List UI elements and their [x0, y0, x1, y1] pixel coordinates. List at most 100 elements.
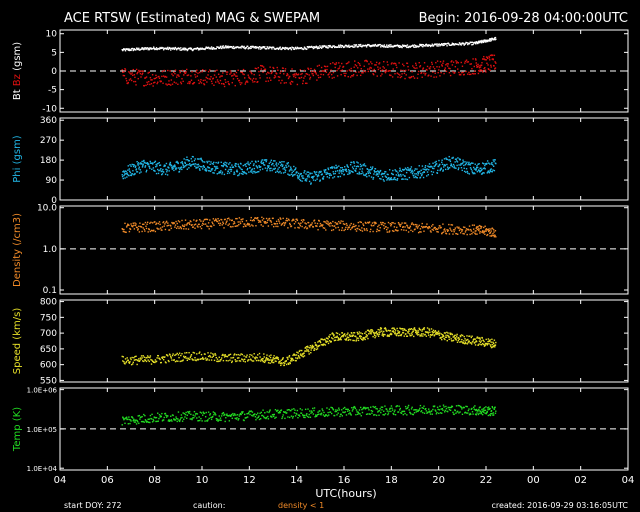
data-point-speed [241, 353, 244, 356]
data-point-speed [318, 344, 321, 347]
data-point-density [368, 221, 371, 223]
data-point-temp [186, 417, 188, 419]
data-point-bz [225, 71, 228, 73]
data-point-temp [326, 415, 329, 417]
data-point-density [451, 230, 453, 232]
data-point-temp [187, 411, 190, 413]
data-point-temp [487, 409, 489, 411]
data-point-speed [340, 337, 342, 339]
data-point-bt [183, 48, 185, 51]
data-point-temp [422, 411, 424, 414]
data-point-bz [223, 85, 226, 88]
data-point-bz [169, 70, 171, 72]
data-point-bz [241, 82, 243, 84]
data-point-temp [171, 420, 173, 422]
data-point-bz [351, 74, 353, 77]
data-point-phi [135, 169, 137, 171]
data-point-temp [175, 416, 177, 418]
data-point-temp [397, 411, 400, 413]
data-point-temp [464, 411, 467, 414]
data-point-phi [241, 170, 244, 173]
data-point-bz [478, 70, 480, 72]
data-point-bt [354, 46, 356, 48]
data-point-phi [327, 168, 330, 171]
data-point-bz [164, 75, 167, 78]
data-point-temp [367, 413, 369, 415]
data-point-speed [432, 329, 435, 332]
data-point-density [391, 222, 393, 224]
data-point-density [483, 230, 486, 232]
data-point-temp [314, 416, 316, 418]
ylabel-phi: Phi (gsm) [12, 135, 23, 183]
data-point-phi [269, 169, 271, 172]
data-point-bz [374, 64, 376, 66]
data-point-bt [226, 45, 228, 48]
data-point-phi [145, 171, 147, 173]
start-doy: start DOY: 272 [64, 501, 122, 510]
data-point-phi [324, 171, 326, 174]
data-point-density [198, 223, 200, 226]
data-point-density [291, 220, 293, 222]
data-point-phi [399, 167, 401, 170]
data-point-temp [184, 413, 187, 416]
data-point-bz [326, 68, 328, 71]
data-point-density [294, 227, 296, 229]
data-point-bz [135, 84, 137, 86]
data-point-phi [126, 173, 129, 176]
data-point-speed [348, 338, 350, 341]
data-point-temp [236, 417, 238, 419]
data-point-density [351, 226, 354, 229]
data-point-bz [270, 72, 273, 75]
data-point-bz [430, 61, 433, 64]
data-point-phi [358, 171, 360, 173]
data-point-density [476, 228, 479, 231]
data-point-bz [461, 72, 463, 74]
data-point-phi [298, 175, 301, 177]
data-point-temp [151, 421, 154, 423]
data-point-temp [484, 412, 486, 414]
data-point-phi [444, 165, 446, 167]
data-point-temp [184, 416, 186, 418]
data-point-speed [271, 360, 273, 363]
data-point-phi [327, 167, 329, 169]
data-point-speed [448, 336, 451, 338]
data-point-density [334, 221, 336, 224]
data-point-speed [321, 338, 323, 341]
data-point-phi [280, 163, 283, 165]
data-point-bt [143, 48, 146, 50]
data-point-phi [185, 164, 188, 166]
data-point-phi [300, 173, 303, 175]
data-point-density [207, 225, 209, 228]
data-point-bz [345, 72, 347, 75]
data-point-speed [170, 357, 173, 359]
ytick-label-mag: 0 [51, 67, 57, 77]
data-point-density [123, 231, 126, 233]
data-point-bz [243, 73, 245, 76]
data-point-speed [274, 360, 276, 362]
data-point-density [494, 235, 496, 237]
data-point-temp [352, 407, 355, 409]
data-point-bz [475, 59, 477, 61]
data-point-phi [456, 161, 459, 163]
data-point-phi [184, 162, 187, 164]
data-point-temp [125, 417, 127, 420]
data-point-phi [416, 171, 419, 173]
data-point-speed [388, 330, 391, 332]
data-point-density [426, 223, 428, 225]
data-point-temp [471, 411, 474, 413]
data-point-phi [355, 167, 357, 170]
data-point-bz [465, 70, 467, 73]
data-point-density [385, 226, 387, 228]
data-point-phi [408, 176, 411, 179]
data-point-density [278, 220, 280, 222]
data-point-speed [282, 357, 284, 359]
data-point-bz [371, 69, 374, 72]
data-point-bt [454, 44, 456, 46]
data-point-temp [148, 421, 150, 424]
data-point-temp [310, 410, 313, 412]
data-point-temp [450, 406, 452, 409]
data-point-phi [191, 155, 194, 158]
data-point-phi [330, 167, 332, 169]
data-point-bz [125, 80, 128, 82]
ylabel-temp: Temp (K) [12, 407, 23, 452]
